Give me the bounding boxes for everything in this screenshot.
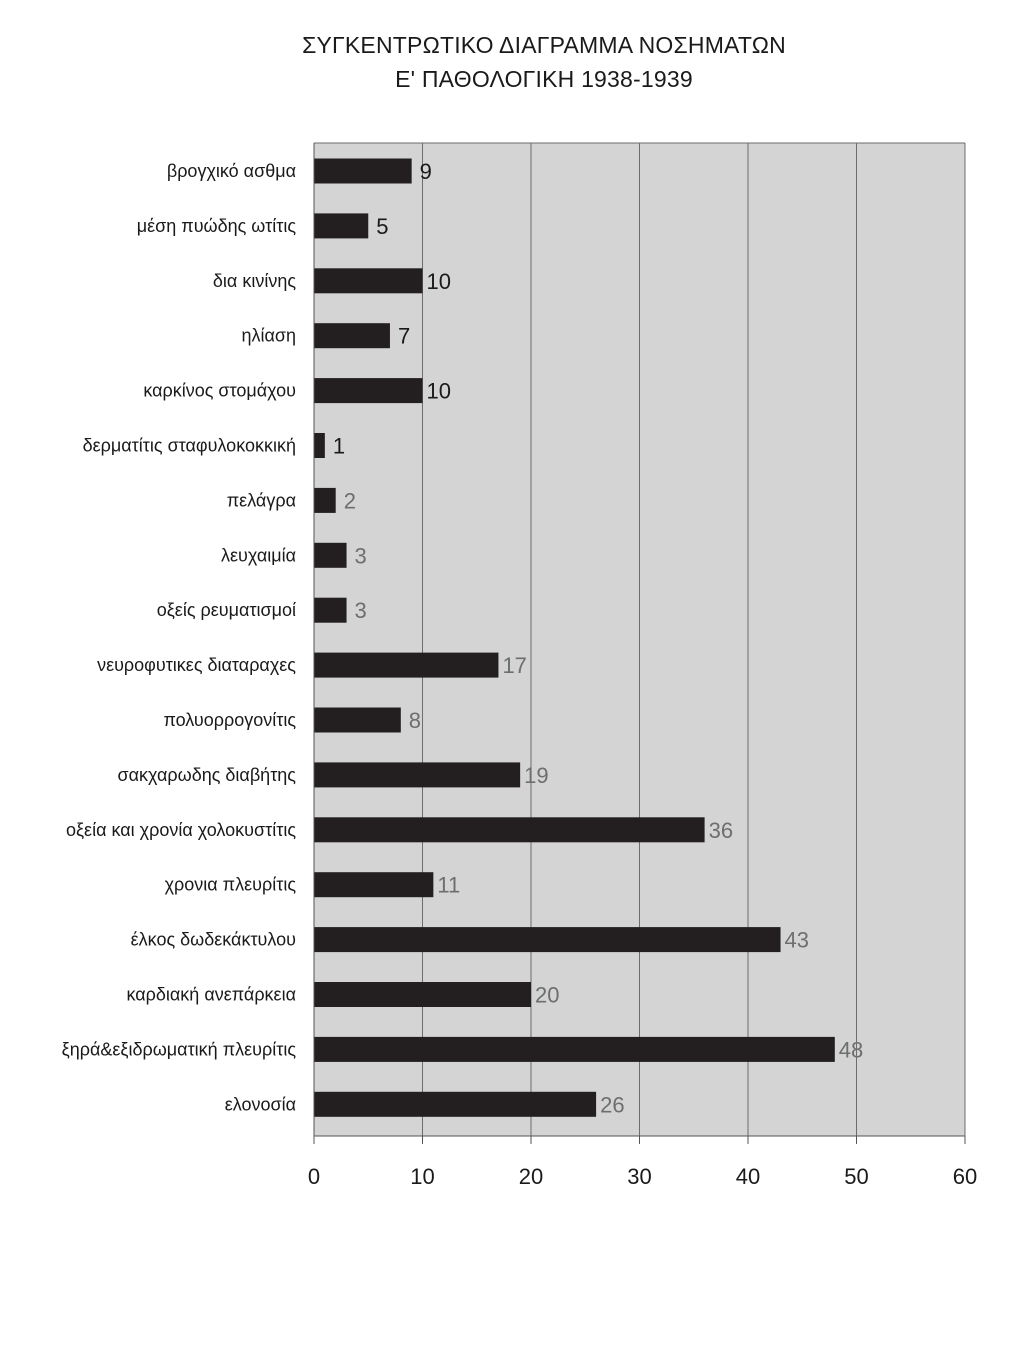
bars [314, 158, 835, 1117]
category-labels: βρογχικό ασθμα μέση πυώδης ωτίτις δια κινί… [62, 161, 297, 1114]
data-label-1: 9 [420, 159, 432, 184]
x-tick-label-10: 10 [410, 1164, 434, 1189]
bar-14 [314, 872, 434, 898]
category-label-10: νευροφυτικες διαταραχες [97, 655, 296, 675]
bar-9 [314, 597, 347, 623]
x-tick-label-50: 50 [844, 1164, 868, 1189]
x-tick-label-30: 30 [627, 1164, 651, 1189]
data-label-13: 36 [709, 818, 733, 843]
data-label-17: 48 [839, 1037, 863, 1062]
chart-subtitle: Ε' ΠΑΘΟΛΟΓΙΚΗ 1938-1939 [395, 66, 693, 92]
x-tick-label-0: 0 [308, 1164, 320, 1189]
category-label-6: δερματίτις σταφυλοκοκκική [83, 436, 296, 456]
bar-5 [314, 378, 423, 404]
x-tick-label-60: 60 [953, 1164, 977, 1189]
data-label-6: 1 [333, 434, 345, 459]
data-label-2: 5 [376, 214, 388, 239]
data-label-16: 20 [535, 983, 559, 1008]
data-label-9: 3 [355, 598, 367, 623]
x-tick-label-20: 20 [519, 1164, 543, 1189]
data-label-14: 11 [437, 873, 460, 898]
bar-1 [314, 158, 412, 184]
bar-18 [314, 1091, 597, 1117]
chart-title-line1: ΣΥΓΚΕΝΤΡΩΤΙΚΟ ΔΙΑΓΡΑΜΜΑ ΝΟΣΗΜΑΤΩΝ [302, 32, 786, 58]
category-label-2: μέση πυώδης ωτίτις [137, 216, 297, 236]
bar-16 [314, 982, 531, 1007]
data-label-10: 17 [502, 653, 526, 678]
chart-title: ΣΥΓΚΕΝΤΡΩΤΙΚΟ ΔΙΑΓΡΑΜΜΑ ΝΟΣΗΜΑΤΩΝ Ε' ΠΑΘ… [0, 28, 1024, 96]
category-label-8: λευχαιμία [221, 545, 296, 565]
bar-15 [314, 927, 781, 953]
category-label-11: πολυορρογονίτις [163, 710, 296, 730]
category-label-4: ηλίαση [241, 326, 296, 346]
category-label-12: σακχαρωδης διαβήτης [118, 765, 297, 785]
category-label-5: καρκίνος στομάχου [143, 381, 296, 401]
category-label-3: δια κινίνης [213, 271, 296, 291]
category-label-18: ελονοσία [225, 1094, 296, 1114]
bar-2 [314, 213, 369, 239]
category-label-7: πελάγρα [227, 490, 296, 510]
category-label-16: καρδιακή ανεπάρκεια [126, 985, 296, 1005]
data-label-7: 2 [344, 488, 356, 513]
category-label-17: ξηρά&εξιδρωματική πλευρίτις [62, 1039, 297, 1059]
bar-6 [314, 433, 325, 458]
x-axis: 0 10 20 30 40 50 60 [308, 143, 977, 1189]
bar-11 [314, 707, 401, 733]
data-label-18: 26 [600, 1092, 624, 1117]
bar-4 [314, 323, 390, 349]
data-label-15: 43 [785, 928, 809, 953]
data-label-5: 10 [427, 379, 451, 404]
bar-12 [314, 762, 521, 788]
bar-10 [314, 652, 499, 678]
data-labels: 9 5 10 7 10 1 2 3 3 17 8 19 36 11 43 20 48 26 [333, 159, 863, 1117]
x-tick-label-40: 40 [736, 1164, 760, 1189]
bar-7 [314, 487, 336, 513]
bar-13 [314, 817, 705, 843]
data-label-8: 3 [355, 543, 367, 568]
bar-17 [314, 1036, 835, 1062]
category-label-15: έλκος δωδεκάκτυλου [131, 930, 296, 950]
bar-8 [314, 542, 347, 568]
data-label-3: 10 [427, 269, 451, 294]
data-label-12: 19 [524, 763, 548, 788]
category-label-1: βρογχικό ασθμα [167, 161, 296, 181]
category-label-9: οξείς ρευματισμοί [157, 600, 296, 620]
data-label-4: 7 [398, 324, 410, 349]
category-label-14: χρονια πλευρίτις [165, 875, 297, 895]
bar-3 [314, 268, 423, 294]
category-label-13: οξεία και χρονία χολοκυστίτις [66, 820, 296, 840]
data-label-11: 8 [409, 708, 421, 733]
gridlines [314, 142, 966, 1136]
